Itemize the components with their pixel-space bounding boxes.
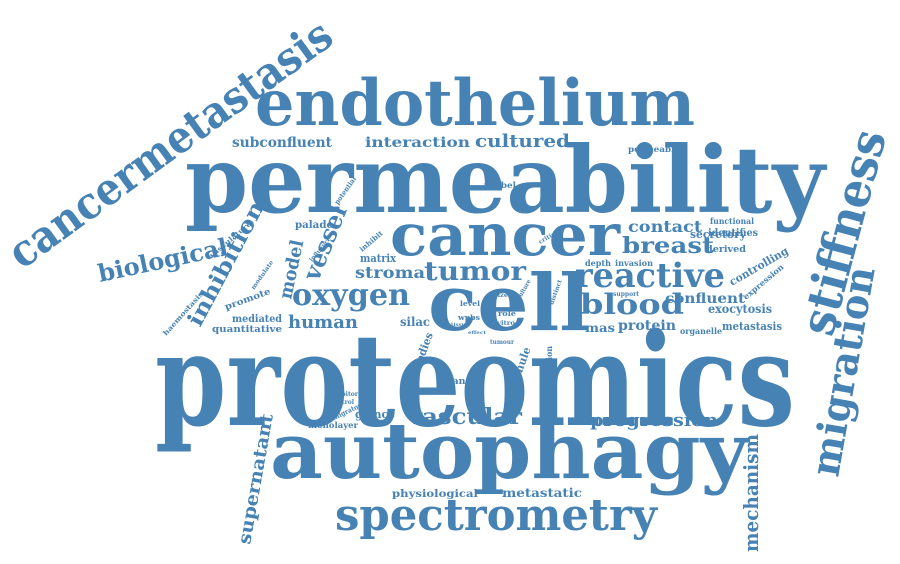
word-mas: mas <box>585 321 615 335</box>
word-silac: silac <box>400 315 430 329</box>
word-spectrometry: spectrometry <box>335 490 658 541</box>
word-secretory: secretory <box>690 228 747 241</box>
word-autophagy: autophagy <box>270 406 751 497</box>
word-cultured: cultured <box>475 131 570 152</box>
word-inhibitor: inhibitor <box>328 391 359 398</box>
word-tumour: tumour <box>490 339 515 346</box>
word-physiological: physiological <box>392 489 478 500</box>
word-blood: blood <box>580 288 684 321</box>
word-stroma: stroma <box>355 263 425 282</box>
word-derived: derived <box>706 245 747 255</box>
word-mediated: mediated <box>232 314 282 325</box>
word-identifies: identifies <box>708 228 758 239</box>
word-tissue: tissue <box>451 322 469 328</box>
word-reactive: reactive <box>575 256 725 296</box>
word-control: control <box>330 399 355 406</box>
word-exocytosis: exocytosis <box>708 302 772 316</box>
word-vitro: vitro <box>496 320 515 327</box>
word-human: human <box>288 312 358 333</box>
word-organelle: organelle <box>680 326 722 336</box>
word-oxygen: oxygen <box>292 278 410 313</box>
word-functional: functional <box>710 216 754 226</box>
word-change: change <box>440 377 478 387</box>
word-support: support <box>613 291 639 298</box>
word-formation: formation <box>544 346 554 390</box>
word-modulate: modulate <box>250 259 275 291</box>
word-mechanism: mechanism <box>739 434 763 552</box>
word-invasion: invasion <box>615 258 653 268</box>
word-matrix: matrix <box>360 252 396 265</box>
word-cell: cell <box>428 258 590 349</box>
word-vascular: vascular <box>407 404 523 430</box>
word-glance: glance <box>355 408 395 421</box>
word-quantitative: quantitative <box>212 325 282 335</box>
word-metastasis: metastasis <box>722 320 782 333</box>
word-subconfluent: subconfluent <box>232 135 333 151</box>
word-interaction: interaction <box>365 135 470 151</box>
word-progression: progression <box>590 410 718 431</box>
word-contact: contact <box>628 217 703 236</box>
word-cancer: cancer <box>390 201 622 269</box>
word-endothelium: endothelium <box>255 66 695 141</box>
word-permeable: permeable <box>628 144 680 154</box>
word-palade: palade <box>295 220 333 231</box>
word-proteomics: proteomics <box>155 306 795 456</box>
word-protein: protein <box>618 318 676 334</box>
word-effect: effect <box>468 330 487 336</box>
word-depth: depth <box>585 258 611 268</box>
word-permeability: permeability <box>185 126 827 234</box>
word-level: level <box>460 299 480 308</box>
word-role: role <box>498 309 517 318</box>
word-weibel: weibel <box>483 180 516 190</box>
word-confluent: confluent <box>665 291 746 307</box>
word-monolayer: monolayer <box>308 420 359 430</box>
word-size: size <box>494 292 508 299</box>
word-metastatic: metastatic <box>502 486 582 500</box>
word-wpbs: wpbs <box>457 313 480 322</box>
word-breast: breast <box>622 233 715 259</box>
word-tumor: tumor <box>424 257 526 287</box>
